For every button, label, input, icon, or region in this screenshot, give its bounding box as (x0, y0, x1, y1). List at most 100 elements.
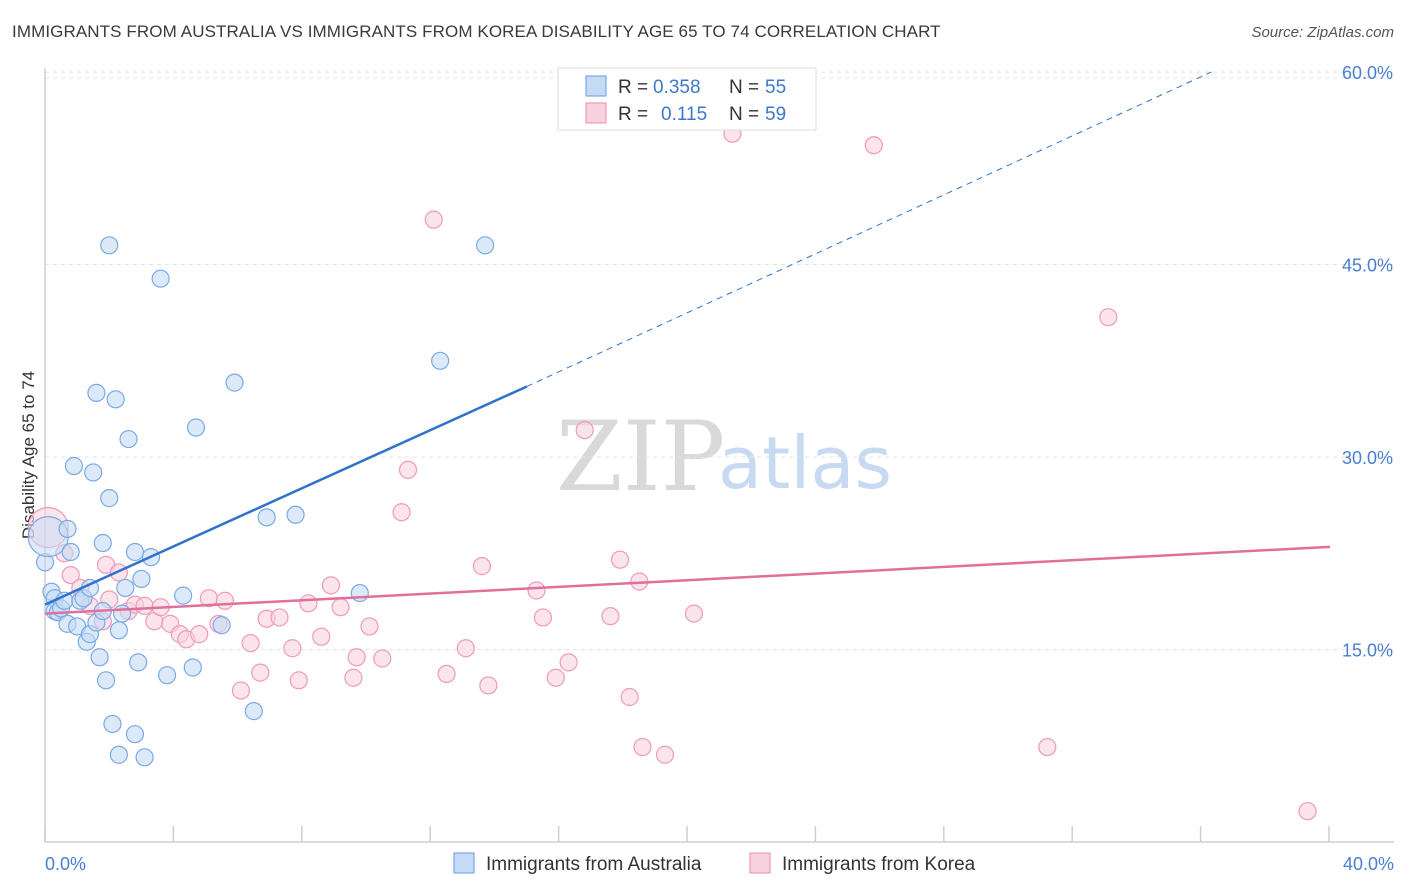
point-korea (331, 598, 350, 617)
point-australia (87, 383, 106, 402)
point-australia (100, 236, 119, 255)
bottom-legend-label-australia: Immigrants from Australia (486, 854, 702, 875)
point-australia (244, 702, 263, 721)
point-korea (456, 639, 475, 658)
trend-line-australia-extension (526, 71, 1212, 387)
point-korea (684, 604, 704, 623)
point-korea (1099, 308, 1118, 327)
point-korea (633, 737, 652, 757)
x-tick-label-max: 40.0% (1343, 854, 1394, 874)
legend-n-label-australia: N = (729, 77, 759, 98)
point-australia (174, 586, 193, 605)
point-korea (289, 671, 308, 690)
bottom-legend-swatch-australia (453, 852, 475, 874)
legend-r-value-australia: 0.358 (653, 77, 701, 98)
y-tick-label: 15.0% (1342, 641, 1393, 661)
bottom-legend: Immigrants from Australia Immigrants fro… (453, 852, 976, 875)
legend-r-label-korea: R = (618, 104, 648, 125)
point-australia (90, 648, 109, 667)
x-ticks (44, 826, 1330, 842)
legend-swatch-korea (585, 102, 607, 124)
point-korea (575, 420, 594, 440)
point-korea (533, 608, 553, 627)
point-australia (350, 583, 369, 603)
point-korea (392, 503, 411, 522)
point-australia (119, 429, 138, 449)
legend-n-value-korea: 59 (765, 104, 786, 125)
gridlines (45, 71, 1394, 651)
point-australia (286, 505, 305, 524)
point-korea (61, 565, 80, 585)
point-australia (476, 236, 495, 255)
point-australia (135, 748, 154, 767)
trend-line-korea (44, 545, 1331, 615)
point-australia (129, 653, 148, 672)
point-korea (344, 668, 363, 687)
point-australia (100, 489, 119, 508)
watermark-atlas: atlas (718, 421, 892, 505)
point-australia (109, 745, 128, 764)
point-australia (93, 533, 112, 553)
point-australia (186, 418, 206, 437)
point-korea (864, 136, 883, 155)
point-korea (472, 557, 491, 576)
point-korea (299, 594, 318, 613)
point-korea (373, 649, 392, 668)
point-australia (125, 542, 145, 562)
point-australia (132, 569, 151, 589)
point-korea (559, 653, 578, 672)
point-korea (424, 210, 443, 229)
chart-title: IMMIGRANTS FROM AUSTRALIA VS IMMIGRANTS … (12, 22, 941, 41)
bottom-legend-swatch-korea (749, 852, 771, 874)
point-korea (360, 617, 379, 636)
point-australia (64, 456, 84, 476)
point-australia (183, 658, 202, 677)
axes (44, 68, 1394, 843)
point-australia (61, 542, 80, 562)
y-axis-title: Disability Age 65 to 74 (19, 371, 38, 539)
legend-r-label-australia: R = (618, 77, 648, 98)
point-korea (270, 608, 289, 627)
point-korea (1038, 737, 1057, 757)
bottom-legend-label-korea: Immigrants from Korea (782, 854, 976, 875)
top-legend: R = 0.358 N = 55 R = 0.115 N = 59 (557, 67, 817, 131)
point-korea (190, 625, 209, 644)
legend-n-value-australia: 55 (765, 77, 786, 98)
point-korea (655, 745, 675, 764)
point-australia (96, 671, 116, 690)
point-australia (212, 616, 231, 635)
point-korea (610, 550, 630, 569)
point-korea (215, 591, 234, 610)
trend-line-australia (44, 385, 528, 606)
point-korea (321, 576, 341, 595)
point-australia (431, 351, 450, 370)
point-korea (437, 664, 456, 684)
point-korea (546, 668, 565, 687)
point-australia (58, 519, 77, 538)
point-korea (347, 648, 366, 667)
point-australia (103, 714, 122, 734)
point-korea (527, 581, 546, 600)
y-tick-label: 30.0% (1342, 448, 1393, 468)
point-australia (106, 390, 125, 409)
point-korea (231, 681, 251, 700)
point-korea (251, 663, 270, 682)
point-australia (125, 725, 145, 744)
point-korea (601, 607, 620, 626)
point-australia (257, 508, 276, 527)
point-korea (241, 634, 260, 653)
point-korea (1298, 802, 1317, 821)
point-korea (620, 687, 639, 707)
series-australia-points (27, 236, 495, 767)
legend-swatch-australia (585, 75, 607, 97)
trend-lines (44, 71, 1331, 615)
y-tick-label: 45.0% (1342, 256, 1393, 276)
point-korea (479, 676, 498, 695)
source-label: Source: ZipAtlas.com (1251, 24, 1394, 41)
x-tick-label-min: 0.0% (45, 854, 86, 874)
point-korea (283, 639, 302, 658)
legend-r-value-korea: 0.115 (661, 104, 707, 125)
point-australia (116, 578, 135, 598)
point-australia (84, 463, 103, 482)
